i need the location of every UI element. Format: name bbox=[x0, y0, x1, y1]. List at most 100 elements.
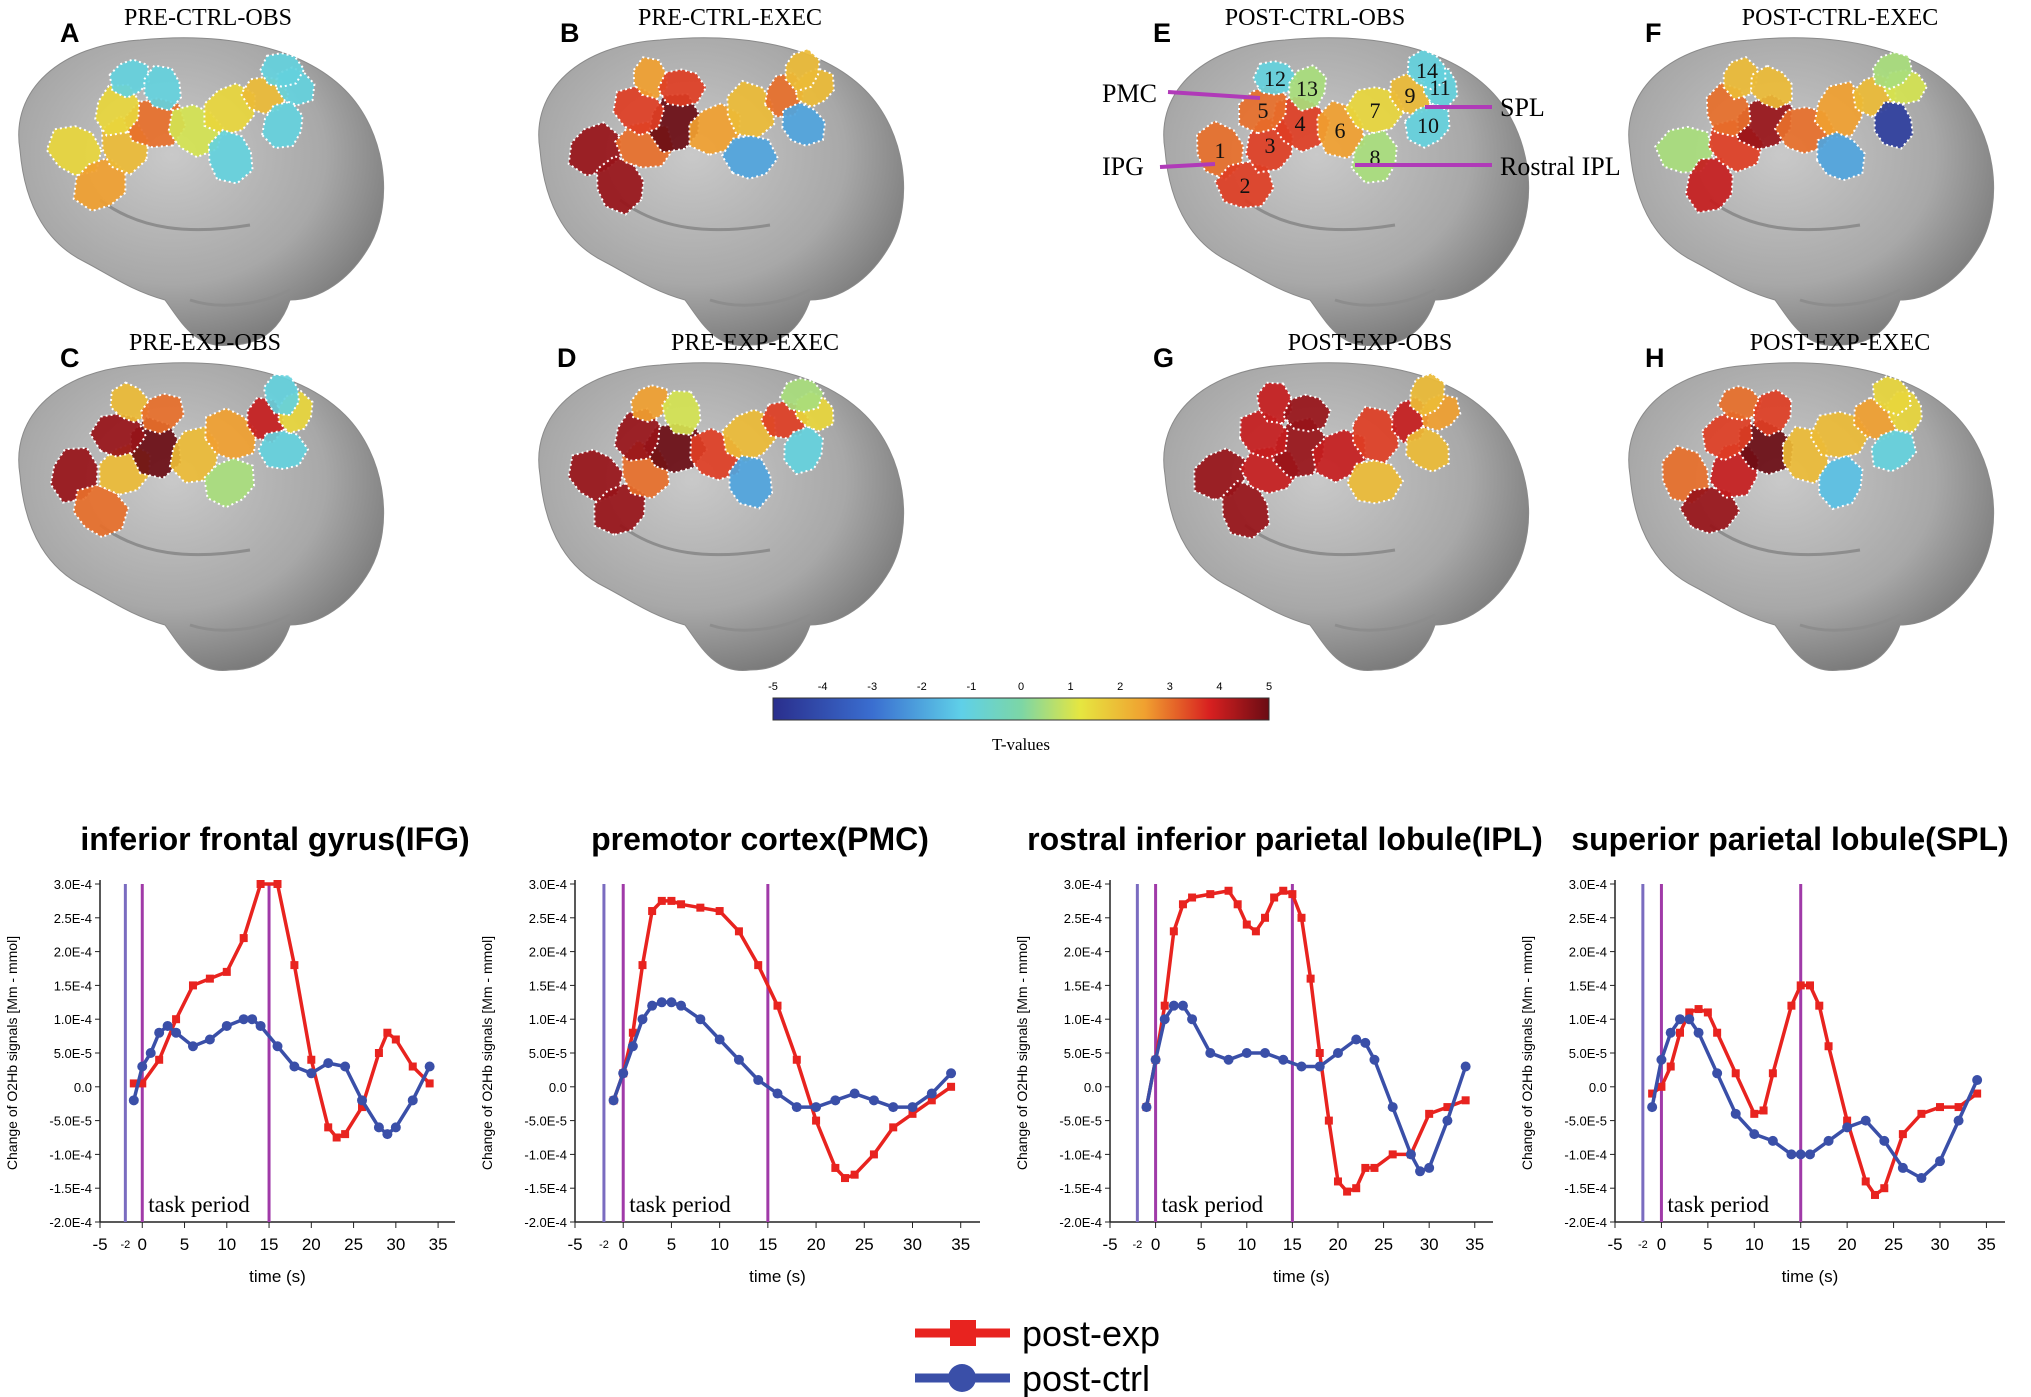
data-point-post-ctrl bbox=[323, 1058, 334, 1069]
data-point-post-ctrl bbox=[946, 1068, 957, 1079]
data-point-post-exp bbox=[374, 1049, 383, 1057]
data-point-post-ctrl bbox=[1879, 1135, 1890, 1146]
brain-surface bbox=[1628, 362, 1995, 671]
data-point-post-exp bbox=[1676, 1028, 1684, 1037]
data-point-post-ctrl bbox=[1141, 1102, 1152, 1113]
x-tick-label: 5 bbox=[667, 1235, 676, 1254]
data-point-post-exp bbox=[273, 880, 282, 888]
data-point-post-exp bbox=[391, 1035, 400, 1044]
x-tick-label: 5 bbox=[1703, 1235, 1712, 1254]
data-point-post-ctrl bbox=[1675, 1014, 1685, 1025]
x-tick-label: 15 bbox=[1791, 1235, 1810, 1254]
region-patch-8 bbox=[720, 134, 779, 180]
data-point-post-exp bbox=[1787, 1001, 1796, 1010]
data-point-post-exp bbox=[1759, 1106, 1768, 1115]
data-point-post-ctrl bbox=[1159, 1014, 1170, 1025]
y-tick-label: 1.0E-4 bbox=[54, 1012, 92, 1027]
y-tick-label: -5.0E-5 bbox=[1564, 1114, 1607, 1129]
data-point-post-ctrl bbox=[849, 1088, 860, 1099]
data-point-post-ctrl bbox=[733, 1054, 744, 1065]
brain-sulcus bbox=[1799, 613, 1901, 632]
brain-panel-b bbox=[538, 37, 905, 346]
data-point-post-exp bbox=[792, 1055, 801, 1064]
data-point-post-ctrl bbox=[390, 1122, 401, 1133]
brain-sulcus bbox=[619, 523, 771, 557]
data-point-post-ctrl bbox=[1805, 1149, 1815, 1160]
data-point-post-exp bbox=[850, 1170, 859, 1179]
region-patch-14 bbox=[1406, 48, 1447, 91]
data-point-post-ctrl bbox=[618, 1068, 629, 1079]
x-tick-label: 30 bbox=[1420, 1235, 1439, 1254]
brain-sulcus bbox=[189, 613, 291, 632]
data-point-post-ctrl bbox=[695, 1014, 706, 1025]
data-point-post-exp bbox=[205, 974, 214, 983]
region-patch-6 bbox=[1311, 428, 1367, 484]
x-tick-label: 20 bbox=[807, 1235, 826, 1254]
region-patch-13 bbox=[657, 68, 708, 108]
task-period-annotation: task period bbox=[1667, 1192, 1769, 1217]
data-point-post-exp bbox=[155, 1055, 164, 1064]
data-point-post-ctrl bbox=[926, 1088, 937, 1099]
panel-letter-d: D bbox=[557, 343, 577, 373]
data-point-post-exp bbox=[408, 1062, 417, 1071]
data-point-post-ctrl bbox=[1424, 1162, 1435, 1173]
x-tick-label: 5 bbox=[180, 1235, 189, 1254]
y-axis-label: Change of O2Hb signals [Mm - mmol] bbox=[4, 936, 20, 1170]
data-point-post-ctrl bbox=[1150, 1054, 1161, 1065]
data-point-post-ctrl bbox=[1296, 1061, 1307, 1072]
data-point-post-ctrl bbox=[1442, 1115, 1453, 1126]
colorbar-tick: 0 bbox=[1018, 681, 1024, 693]
colorbar-tick: 2 bbox=[1117, 681, 1123, 693]
data-point-post-ctrl bbox=[888, 1102, 899, 1113]
brain-surface bbox=[1163, 37, 1530, 346]
channel-number-4: 4 bbox=[1295, 111, 1306, 136]
region-patch-7 bbox=[1343, 86, 1406, 135]
data-point-post-exp bbox=[1370, 1163, 1379, 1172]
x-tick-label: 0 bbox=[618, 1235, 627, 1254]
data-point-post-exp bbox=[1954, 1103, 1963, 1112]
data-point-post-ctrl bbox=[306, 1068, 317, 1079]
x-tick-label: -5 bbox=[92, 1235, 107, 1254]
colorbar-gradient bbox=[772, 697, 1270, 721]
ipg-label: IPG bbox=[1102, 152, 1144, 181]
y-tick-label: 2.0E-4 bbox=[1064, 945, 1102, 960]
data-point-post-exp bbox=[1388, 1150, 1397, 1159]
brain-sulcus bbox=[1334, 288, 1436, 307]
region-patch-10 bbox=[781, 101, 827, 147]
data-point-post-exp bbox=[1824, 1042, 1833, 1051]
region-patch-10 bbox=[1873, 100, 1914, 150]
data-point-post-ctrl bbox=[791, 1102, 802, 1113]
data-point-post-ctrl bbox=[145, 1048, 156, 1058]
data-point-post-exp bbox=[812, 1116, 821, 1125]
data-point-post-exp bbox=[1279, 886, 1288, 895]
brain-panel-f bbox=[1628, 37, 1995, 346]
data-point-post-ctrl bbox=[676, 1000, 687, 1011]
panel-letter-g: G bbox=[1153, 343, 1174, 373]
region-patch-5 bbox=[1701, 410, 1754, 462]
task-period-annotation: task period bbox=[1162, 1192, 1264, 1217]
data-point-post-exp bbox=[1843, 1116, 1852, 1125]
region-patch-8 bbox=[1346, 459, 1405, 505]
data-point-post-ctrl bbox=[714, 1034, 725, 1045]
region-patch-8 bbox=[207, 128, 254, 185]
y-tick-label: -1.0E-4 bbox=[1059, 1147, 1102, 1162]
channel-number-13: 13 bbox=[1296, 76, 1318, 101]
x-tick-label: 20 bbox=[302, 1235, 321, 1254]
data-point-post-exp bbox=[1703, 1008, 1712, 1017]
channel-number-11: 11 bbox=[1429, 75, 1450, 100]
series-line-post-exp bbox=[133, 882, 431, 1140]
data-point-post-exp bbox=[1657, 1082, 1666, 1091]
region-patch-6 bbox=[688, 102, 742, 156]
region-patch-14 bbox=[1409, 372, 1446, 418]
data-point-post-ctrl bbox=[255, 1020, 266, 1031]
data-point-post-ctrl bbox=[868, 1095, 879, 1106]
region-patch-14 bbox=[778, 377, 825, 413]
y-tick-label: 3.0E-4 bbox=[1064, 877, 1102, 892]
chart-title: rostral inferior parietal lobule(IPL) bbox=[1027, 821, 1543, 857]
y-tick-label: -1.5E-4 bbox=[1564, 1181, 1607, 1196]
channel-number-8: 8 bbox=[1370, 145, 1381, 170]
colorbar-tick: 4 bbox=[1216, 681, 1222, 693]
panel-title-d: PRE-EXP-EXEC bbox=[671, 330, 839, 356]
brain-sulcus bbox=[619, 198, 771, 232]
